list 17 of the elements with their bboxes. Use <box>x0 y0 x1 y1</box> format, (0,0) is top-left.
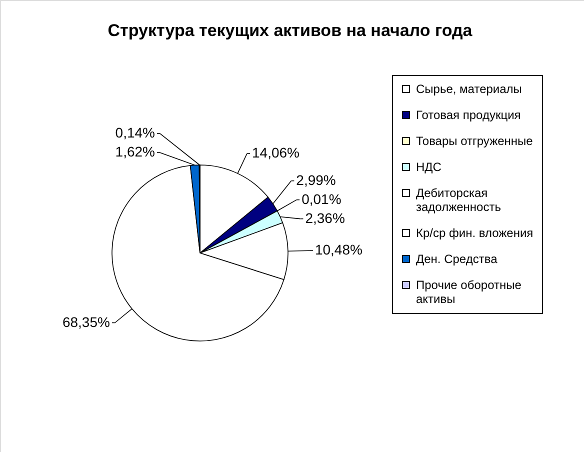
data-label: 1,62% <box>115 144 155 160</box>
legend-label: Товары отгруженные <box>416 134 534 148</box>
data-label: 14,06% <box>252 144 300 161</box>
legend-label: Кр/ср фин. вложения <box>416 226 534 240</box>
data-label: 2,36% <box>305 210 345 226</box>
legend-label: Дебиторская задолженность <box>416 186 501 214</box>
legend-label: НДС <box>416 160 442 174</box>
chart-title: Структура текущих активов на начало года <box>108 21 473 40</box>
legend-label: Ден. Средства <box>416 252 498 266</box>
data-label: 10,48% <box>314 242 362 258</box>
data-label: 68,35% <box>62 314 110 330</box>
data-label: 0,14% <box>115 124 155 141</box>
data-label: 0,01% <box>302 190 342 207</box>
legend-label: Сырье, материалы <box>416 82 522 96</box>
legend-label: Готовая продукция <box>416 108 521 122</box>
data-label: 2,99% <box>296 172 336 188</box>
legend-label: Прочие оборотные активы <box>416 278 522 306</box>
